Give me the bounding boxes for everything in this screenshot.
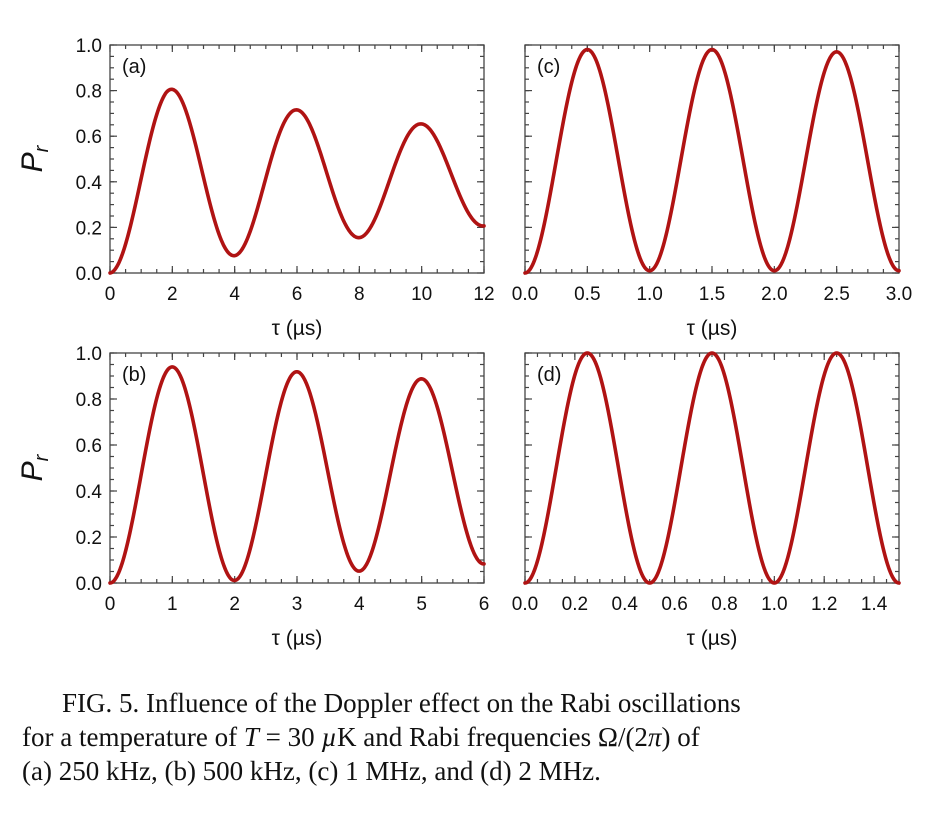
y-tick-label: 1.0 <box>76 36 102 57</box>
x-axis-title: τ (µs) <box>687 627 738 650</box>
plot-frame <box>109 44 485 274</box>
data-series-line <box>523 47 901 275</box>
y-tick-label: 0.4 <box>76 482 103 503</box>
caption-symbol-pi: π <box>647 722 662 752</box>
x-tick-label: 5 <box>416 594 427 615</box>
panel-label: (b) <box>122 364 146 386</box>
x-tick-label: 0 <box>105 594 116 615</box>
y-axis-title: Pr <box>16 453 53 481</box>
x-tick-label: 10 <box>411 284 432 305</box>
x-axis-title: τ (µs) <box>272 317 323 340</box>
plot-frame <box>524 352 900 584</box>
x-tick-label: 2 <box>167 284 178 305</box>
x-tick-label: 0.5 <box>574 284 600 305</box>
panel-label: (a) <box>122 56 146 78</box>
caption-symbol-t: T <box>243 722 259 752</box>
x-tick-label: 12 <box>473 284 494 305</box>
x-tick-label: 0.4 <box>612 594 639 615</box>
x-axis-title: τ (µs) <box>687 317 738 340</box>
caption-line-2: for a temperature of T = 30 µK and Rabi … <box>22 720 922 754</box>
y-axis-subscript: r <box>31 453 53 461</box>
x-tick-label: 0.8 <box>711 594 737 615</box>
x-tick-label: 0.6 <box>661 594 687 615</box>
y-tick-label: 0.8 <box>76 390 102 411</box>
x-tick-label: 6 <box>479 594 490 615</box>
chart-panel-a: 0 2 4 6 8 10 12 0.0 0.2 0.4 0.6 0.8 1.0 τ (µs) Pr (a) <box>16 36 495 340</box>
y-tick-label: 0.8 <box>76 82 102 103</box>
plot-frame <box>109 352 485 584</box>
x-tick-label: 3 <box>292 594 303 615</box>
x-tick-label: 0.0 <box>512 594 538 615</box>
x-tick-label: 4 <box>354 594 365 615</box>
figure-caption: FIG. 5. Influence of the Doppler effect … <box>22 686 922 788</box>
y-tick-label: 0.2 <box>76 218 102 239</box>
x-tick-label: 1.4 <box>861 594 888 615</box>
chart-panel-c: 0.0 0.5 1.0 1.5 2.0 2.5 3.0 τ (µs) (c) <box>512 44 912 340</box>
y-axis-title: Pr <box>16 144 53 172</box>
y-tick-label: 0.4 <box>76 173 103 194</box>
y-axis-symbol: P <box>16 152 49 172</box>
figure: 0 2 4 6 8 10 120.00.20.40.60.81.0τ (µs)Pr(a)0.… <box>16 36 912 650</box>
y-axis-subscript: r <box>31 144 53 152</box>
x-tick-label: 0 <box>105 284 116 305</box>
plot-frame <box>524 44 900 274</box>
caption-text: K and Rabi frequencies Ω/(2 <box>336 722 648 752</box>
caption-line-1: FIG. 5. Influence of the Doppler effect … <box>62 688 741 718</box>
x-tick-label: 1.2 <box>811 594 837 615</box>
x-tick-label: 4 <box>229 284 240 305</box>
x-tick-label: 1.0 <box>761 594 787 615</box>
x-tick-label: 6 <box>292 284 303 305</box>
x-axis-title: τ (µs) <box>272 627 323 650</box>
x-tick-label: 1.0 <box>636 284 662 305</box>
caption-line-3: (a) 250 kHz, (b) 500 kHz, (c) 1 MHz, and… <box>22 756 601 786</box>
data-series-line <box>523 351 901 585</box>
y-tick-label: 0.0 <box>76 264 102 285</box>
y-tick-label: 0.0 <box>76 574 102 595</box>
data-series-line <box>108 365 486 585</box>
x-tick-label: 3.0 <box>886 284 912 305</box>
y-axis-symbol: P <box>16 461 49 481</box>
x-tick-label: 0.2 <box>562 594 588 615</box>
x-tick-label: 8 <box>354 284 365 305</box>
caption-text: = 30 <box>258 722 322 752</box>
y-tick-label: 1.0 <box>76 344 102 365</box>
chart-panel-b: 0 1 2 3 4 5 6 0.0 0.2 0.4 0.6 0.8 1.0 τ (µs) Pr (b) <box>16 344 489 650</box>
y-tick-label: 0.6 <box>76 127 102 148</box>
x-tick-label: 0.0 <box>512 284 538 305</box>
y-tick-label: 0.6 <box>76 436 102 457</box>
x-tick-label: 2.0 <box>761 284 787 305</box>
panel-label: (c) <box>537 56 560 78</box>
caption-text: for a temperature of <box>22 722 244 752</box>
chart-panel-d: 0.0 0.2 0.4 0.6 0.8 1.0 1.2 1.4 τ (µs) (d) <box>512 351 901 650</box>
panel-label: (d) <box>537 364 561 386</box>
x-tick-label: 2.5 <box>823 284 849 305</box>
y-tick-label: 0.2 <box>76 528 102 549</box>
x-tick-label: 1.5 <box>699 284 725 305</box>
caption-text: ) of <box>661 722 700 752</box>
data-series-line <box>108 87 486 275</box>
x-tick-label: 1 <box>167 594 178 615</box>
caption-symbol-mu: µ <box>321 722 337 752</box>
x-tick-label: 2 <box>229 594 240 615</box>
